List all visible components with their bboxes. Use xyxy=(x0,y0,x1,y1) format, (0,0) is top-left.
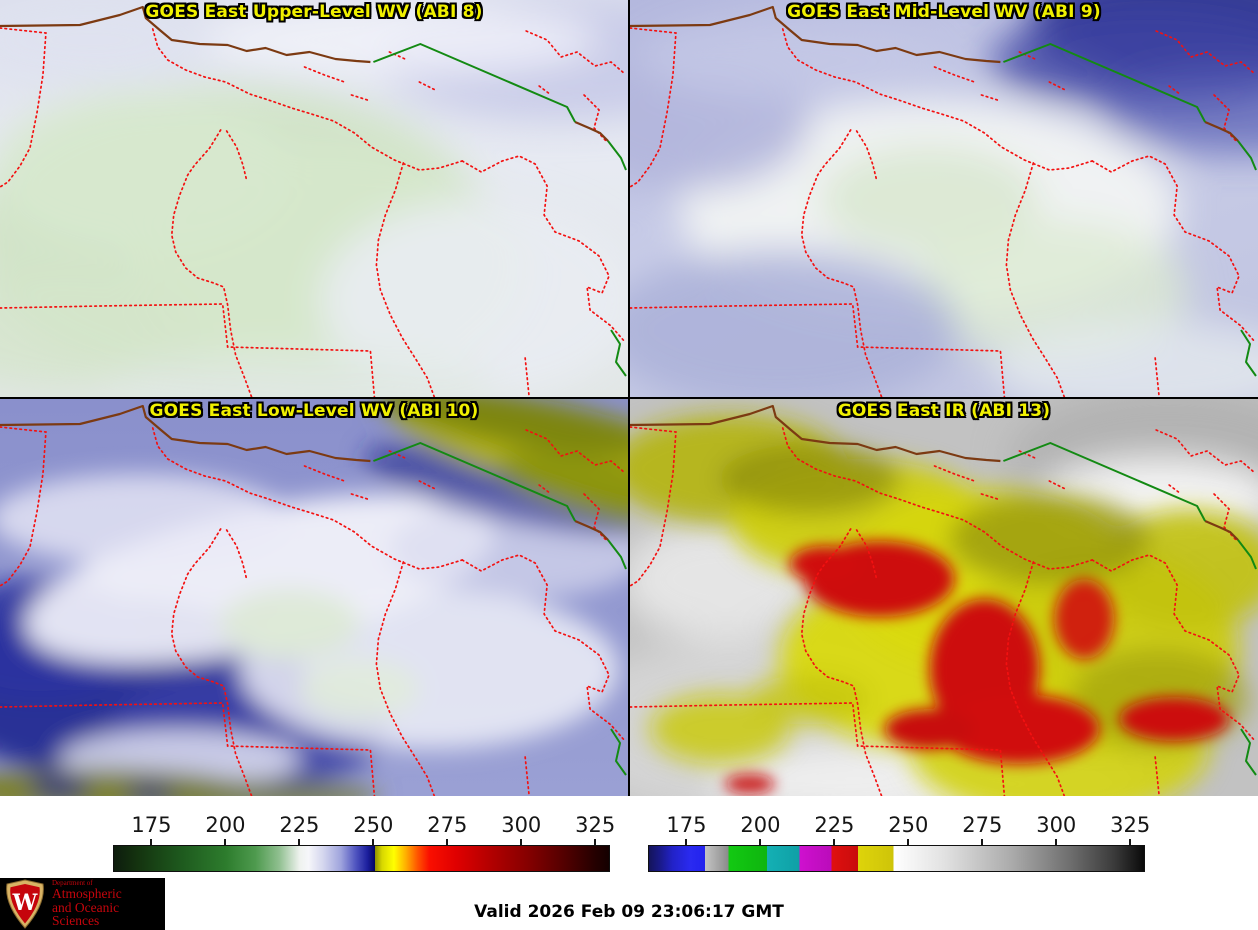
colorbar-tick-mark xyxy=(759,839,762,845)
colorbar-tick-label: 175 xyxy=(666,813,707,837)
panel-mid-level-wv: GOES East Mid-Level WV (ABI 9) xyxy=(630,0,1258,397)
colorbar-tick-mark xyxy=(1055,839,1058,845)
state-boundaries-overlay xyxy=(630,404,1258,796)
panel-upper-level-wv: GOES East Upper-Level WV (ABI 8) xyxy=(0,0,628,397)
panel-low-level-wv: GOES East Low-Level WV (ABI 10) xyxy=(0,399,628,796)
ir-colorbar-ticks: 175 200 225 250 275 300 325 xyxy=(648,813,1150,845)
logo-name-line2: and Oceanic Sciences xyxy=(52,899,120,929)
panel-title-ir: GOES East IR (ABI 13) xyxy=(837,401,1051,421)
state-boundaries-overlay xyxy=(630,5,1258,397)
colorbar-tick-mark xyxy=(446,839,449,845)
panel-title-upper-wv: GOES East Upper-Level WV (ABI 8) xyxy=(145,2,483,22)
colorbar-tick-mark xyxy=(907,839,910,845)
state-boundaries-overlay xyxy=(0,5,628,397)
colorbar-tick-mark xyxy=(685,839,688,845)
colorbar-tick-label: 175 xyxy=(131,813,172,837)
ir-colorbar: 175 200 225 250 275 300 325 xyxy=(648,813,1150,873)
panel-title-mid-wv: GOES East Mid-Level WV (ABI 9) xyxy=(787,2,1101,22)
colorbar-tick-mark xyxy=(594,839,597,845)
colorbar-tick-label: 300 xyxy=(1036,813,1077,837)
logo-dept-line: Department of xyxy=(52,878,93,887)
colorbar-tick-label: 300 xyxy=(501,813,542,837)
valid-timestamp: Valid 2026 Feb 09 23:06:17 GMT xyxy=(474,902,784,922)
colorbar-tick-mark xyxy=(298,839,301,845)
panel-title-low-wv: GOES East Low-Level WV (ABI 10) xyxy=(149,401,479,421)
colorbar-tick-label: 225 xyxy=(814,813,855,837)
colorbar-tick-label: 325 xyxy=(1110,813,1151,837)
wv-colorbar-ticks: 175 200 225 250 275 300 325 xyxy=(113,813,615,845)
colorbar-tick-label: 200 xyxy=(740,813,781,837)
uw-crest-icon: W xyxy=(6,879,44,929)
colorbar-tick-mark xyxy=(833,839,836,845)
mid-level-wv-image xyxy=(630,0,1258,397)
colorbar-tick-mark xyxy=(372,839,375,845)
colorbar-tick-label: 225 xyxy=(279,813,320,837)
state-boundaries-overlay xyxy=(0,404,628,796)
ir-colorbar-gradient xyxy=(648,845,1145,872)
wv-colorbar: 175 200 225 250 275 300 325 xyxy=(113,813,615,873)
colorbar-tick-mark xyxy=(981,839,984,845)
colorbar-tick-mark xyxy=(224,839,227,845)
svg-text:W: W xyxy=(12,890,38,916)
satellite-panel-grid: GOES East Upper-Level WV (ABI 8) xyxy=(0,0,1258,796)
uw-aos-logo: W Department of Atmospheric and Oceanic … xyxy=(0,878,165,930)
colorbar-tick-label: 200 xyxy=(205,813,246,837)
low-level-wv-image xyxy=(0,399,628,796)
colorbar-tick-mark xyxy=(150,839,153,845)
colorbar-tick-mark xyxy=(1129,839,1132,845)
wv-colorbar-gradient xyxy=(113,845,610,872)
logo-name-line1: Atmospheric xyxy=(52,885,122,901)
upper-level-wv-image xyxy=(0,0,628,397)
colorbar-tick-label: 250 xyxy=(353,813,394,837)
colorbar-tick-label: 325 xyxy=(575,813,616,837)
colorbar-tick-label: 275 xyxy=(962,813,1003,837)
colorbar-tick-label: 250 xyxy=(888,813,929,837)
panel-ir: GOES East IR (ABI 13) xyxy=(630,399,1258,796)
colorbar-tick-label: 275 xyxy=(427,813,468,837)
colorbar-tick-mark xyxy=(520,839,523,845)
